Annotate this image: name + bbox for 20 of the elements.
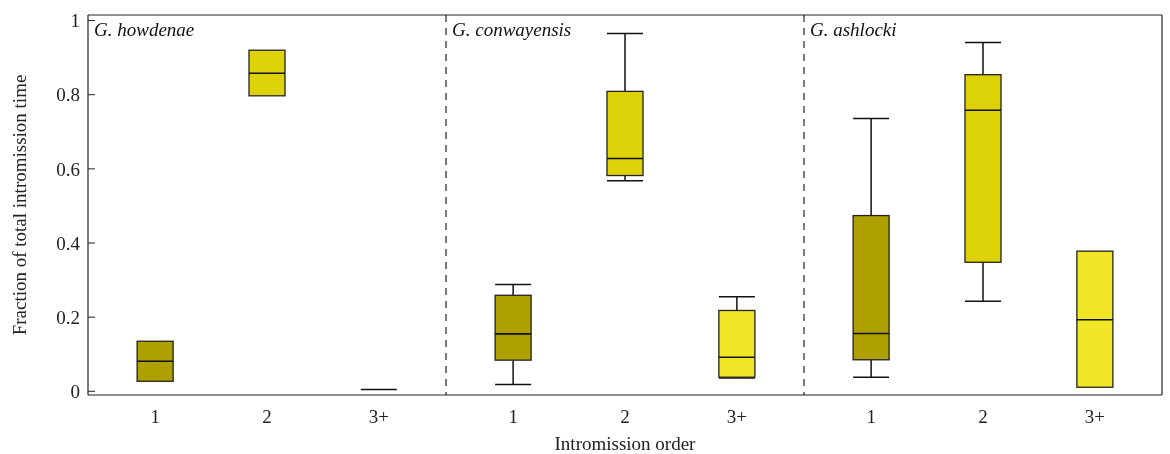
- x-tick-label: 1: [866, 406, 876, 427]
- y-tick-label: 0.4: [56, 232, 81, 254]
- y-tick-label: 1: [70, 10, 80, 32]
- x-tick-label: 1: [508, 406, 518, 427]
- x-axis-title: Intromission order: [554, 433, 697, 454]
- x-tick-label: 2: [978, 406, 988, 427]
- y-tick-label: 0.8: [56, 84, 80, 106]
- x-tick-label: 3+: [1084, 406, 1105, 427]
- x-tick-label: 3+: [726, 406, 747, 427]
- chart-title: G. howdenae: [94, 19, 195, 40]
- y-axis-title: Fraction of total intromission time: [9, 74, 30, 336]
- x-tick-label: 2: [262, 406, 272, 427]
- x-tick-label: 1: [150, 406, 160, 427]
- y-tick-label: 0.6: [56, 158, 80, 180]
- y-tick-label: 0.2: [56, 306, 80, 328]
- chart-title: G. ashlocki: [810, 19, 897, 40]
- chart-title: G. conwayensis: [452, 19, 572, 40]
- x-tick-label: 2: [620, 406, 630, 427]
- x-tick-label: 3+: [368, 406, 389, 427]
- y-tick-label: 0: [70, 380, 80, 402]
